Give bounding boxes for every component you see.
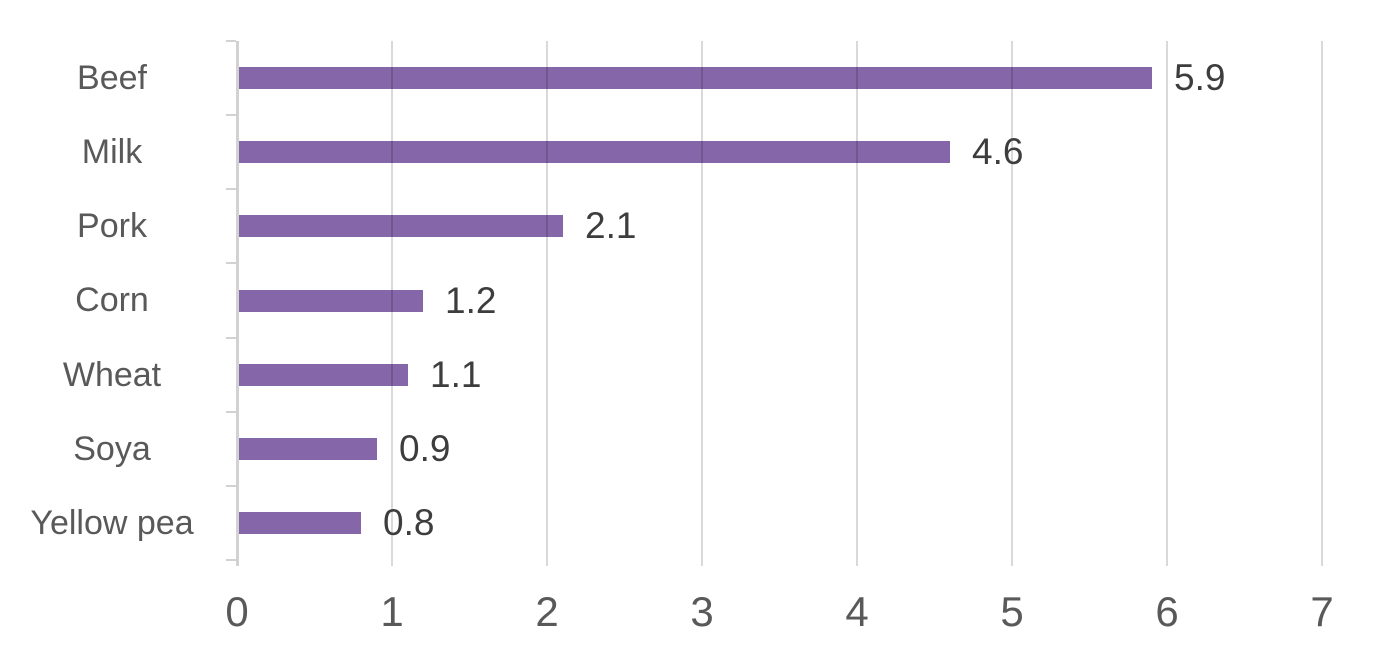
y-axis-tick (226, 337, 236, 339)
gridline-x-1 (391, 41, 393, 566)
category-label-milk: Milk (81, 133, 143, 171)
category-label-corn: Corn (75, 281, 149, 319)
bar-pork (239, 215, 563, 237)
category-label-beef: Beef (77, 59, 147, 97)
y-axis-tick (226, 262, 236, 264)
bar-wheat (239, 364, 408, 386)
category-label-wheat: Wheat (62, 356, 162, 394)
bar-yellow-pea (239, 512, 361, 534)
gridline-x-2 (546, 41, 548, 566)
category-label-pork: Pork (77, 207, 147, 245)
y-axis-line (236, 41, 239, 566)
value-label-beef: 5.9 (1174, 57, 1226, 98)
x-tick-label-2: 2 (535, 588, 559, 635)
gridline-x-4 (856, 41, 858, 566)
bar-beef (239, 67, 1152, 89)
y-axis-tick (226, 40, 236, 42)
bar-soya (239, 438, 377, 460)
bar-milk (239, 141, 950, 163)
x-tick-label-7: 7 (1310, 588, 1334, 635)
gridline-x-6 (1166, 41, 1168, 566)
gridline-x-3 (701, 41, 703, 566)
gridline-x-5 (1011, 41, 1013, 566)
x-tick-label-1: 1 (380, 588, 404, 635)
x-tick-label-0: 0 (225, 588, 249, 635)
y-axis-tick (226, 188, 236, 190)
x-tick-label-4: 4 (845, 588, 869, 635)
category-label-soya: Soya (73, 430, 151, 468)
value-label-wheat: 1.1 (430, 354, 482, 395)
y-axis-tick (226, 485, 236, 487)
x-tick-label-6: 6 (1155, 588, 1179, 635)
value-label-yellow-pea: 0.8 (383, 502, 435, 543)
x-tick-label-5: 5 (1000, 588, 1024, 635)
y-axis-tick (226, 559, 236, 561)
value-label-milk: 4.6 (972, 131, 1024, 172)
value-label-soya: 0.9 (399, 428, 451, 469)
x-tick-label-3: 3 (690, 588, 714, 635)
value-label-pork: 2.1 (585, 205, 637, 246)
value-label-corn: 1.2 (445, 280, 497, 321)
bar-corn (239, 290, 423, 312)
category-label-yellow-pea: Yellow pea (30, 504, 194, 542)
gridline-x-7 (1321, 41, 1323, 566)
y-axis-tick (226, 114, 236, 116)
y-axis-tick (226, 411, 236, 413)
